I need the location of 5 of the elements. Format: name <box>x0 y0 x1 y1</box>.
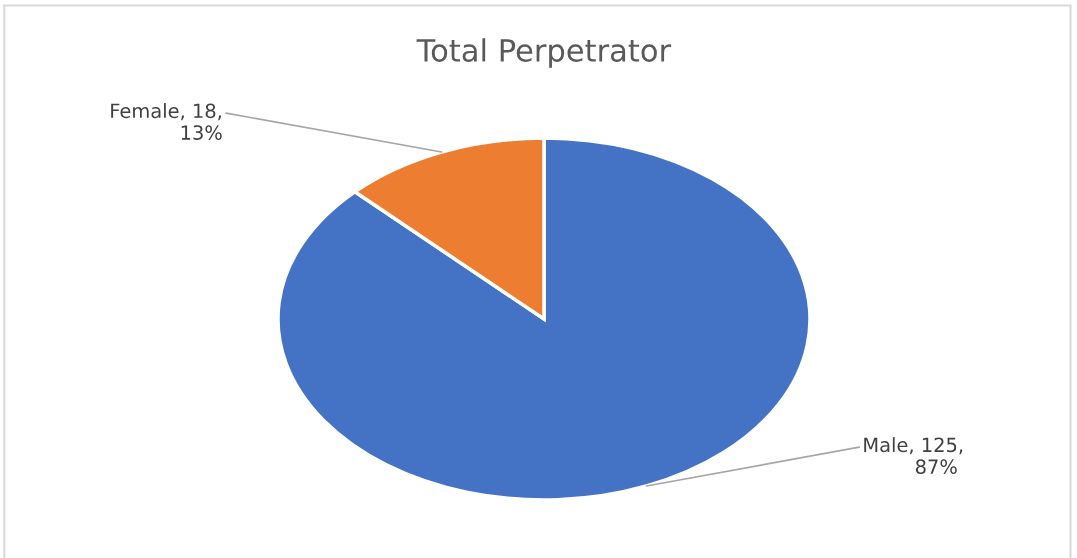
data-label: , 125, 87% <box>909 437 963 474</box>
slice-label: Male <box>864 437 908 453</box>
chart-title: Total Perpetrator <box>416 38 672 68</box>
slice-label: Female <box>111 103 179 119</box>
data-label: , 18, 13% <box>181 103 222 140</box>
